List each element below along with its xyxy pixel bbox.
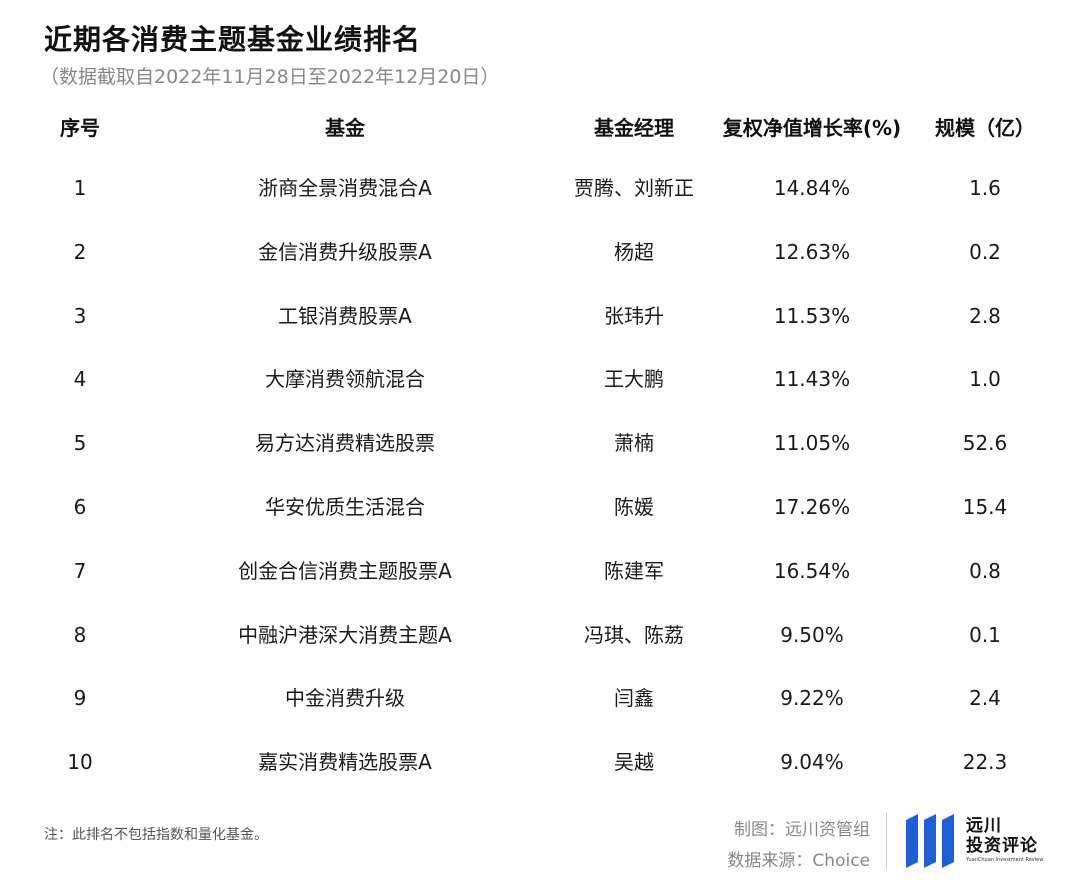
cell-manager: 杨超 — [614, 239, 654, 264]
cell-fund: 嘉实消费精选股票A — [258, 750, 432, 775]
cell-growth: 9.50% — [780, 622, 844, 647]
table-row: 6 华安优质生活混合 陈媛 17.26% 15.4 — [0, 479, 1080, 535]
cell-size: 0.2 — [969, 239, 1001, 264]
page-title: 近期各消费主题基金业绩排名 — [44, 23, 422, 56]
cell-rank: 2 — [73, 239, 87, 264]
table-row: 5 易方达消费精选股票 萧楠 11.05% 52.6 — [0, 415, 1080, 471]
cell-manager: 陈媛 — [614, 495, 654, 519]
table-row: 10 嘉实消费精选股票A 吴越 9.04% 22.3 — [0, 734, 1080, 790]
table-row: 8 中融沪港深大消费主题A 冯琪、陈荔 9.50% 0.1 — [0, 607, 1080, 663]
cell-growth: 9.04% — [780, 750, 844, 775]
cell-manager: 冯琪、陈荔 — [584, 622, 684, 647]
cell-size: 1.6 — [969, 176, 1001, 200]
column-header-size: 规模（亿） — [935, 116, 1035, 140]
cell-rank: 7 — [73, 558, 87, 583]
cell-rank: 8 — [73, 622, 87, 647]
cell-manager: 陈建军 — [604, 558, 664, 583]
cell-rank: 5 — [73, 431, 87, 456]
column-header-rank: 序号 — [60, 116, 100, 140]
brand-logo: 远川 投资评论 YuanChuan Investment Review — [904, 814, 1054, 868]
cell-growth: 11.43% — [773, 367, 851, 392]
table-row: 7 创金合信消费主题股票A 陈建军 16.54% 0.8 — [0, 543, 1080, 599]
cell-rank: 9 — [73, 686, 87, 711]
table-row: 1 浙商全景消费混合A 贾腾、刘新正 14.84% 1.6 — [0, 160, 1080, 216]
cell-size: 15.4 — [962, 495, 1008, 519]
cell-size: 2.4 — [969, 686, 1001, 711]
cell-rank: 4 — [73, 367, 87, 392]
footnote: 注：此排名不包括指数和量化基金。 — [44, 827, 268, 843]
cell-growth: 16.54% — [773, 558, 851, 583]
cell-size: 22.3 — [962, 750, 1008, 775]
table-row: 9 中金消费升级 闫鑫 9.22% 2.4 — [0, 670, 1080, 726]
cell-fund: 创金合信消费主题股票A — [238, 558, 452, 583]
logo-bars-icon — [906, 814, 954, 868]
cell-fund: 中融沪港深大消费主题A — [238, 622, 452, 647]
logo-name-line2: 投资评论 — [966, 836, 1038, 856]
table-row: 2 金信消费升级股票A 杨超 12.63% 0.2 — [0, 224, 1080, 280]
cell-fund: 浙商全景消费混合A — [258, 176, 432, 200]
column-header-manager: 基金经理 — [594, 116, 674, 140]
cell-size: 0.1 — [969, 622, 1001, 647]
logo-english-name: YuanChuan Investment Review — [966, 857, 1044, 863]
cell-manager: 闫鑫 — [614, 686, 654, 711]
credits-divider — [886, 812, 887, 870]
cell-growth: 14.84% — [773, 176, 851, 200]
column-header-growth: 复权净值增长率(%) — [722, 116, 902, 140]
cell-size: 1.0 — [969, 367, 1001, 392]
table-header-row: 序号 基金 基金经理 复权净值增长率(%) 规模（亿） — [0, 100, 1080, 156]
cell-size: 52.6 — [962, 431, 1008, 456]
table-row: 4 大摩消费领航混合 王大鹏 11.43% 1.0 — [0, 351, 1080, 407]
column-header-fund: 基金 — [325, 116, 365, 140]
credit-maker: 制图：远川资管组 — [734, 820, 870, 840]
cell-manager: 吴越 — [614, 750, 654, 775]
cell-rank: 3 — [73, 303, 87, 328]
cell-fund: 华安优质生活混合 — [265, 495, 425, 519]
cell-manager: 王大鹏 — [604, 367, 664, 392]
cell-fund: 大摩消费领航混合 — [265, 367, 425, 392]
cell-growth: 17.26% — [773, 495, 851, 519]
page-subtitle: （数据截取自2022年11月28日至2022年12月20日） — [40, 66, 500, 88]
cell-growth: 11.05% — [773, 431, 851, 456]
logo-name-line1: 远川 — [966, 816, 1002, 836]
cell-fund: 中金消费升级 — [285, 686, 405, 711]
cell-fund: 工银消费股票A — [278, 303, 412, 328]
cell-manager: 萧楠 — [614, 431, 654, 456]
cell-growth: 12.63% — [773, 239, 851, 264]
credit-source: 数据来源：Choice — [727, 851, 870, 871]
cell-fund: 金信消费升级股票A — [258, 239, 432, 264]
cell-fund: 易方达消费精选股票 — [255, 431, 435, 456]
cell-rank: 6 — [73, 495, 87, 519]
credits: 制图：远川资管组 数据来源：Choice — [727, 815, 870, 877]
cell-growth: 11.53% — [773, 303, 851, 328]
cell-manager: 张玮升 — [604, 303, 664, 328]
cell-size: 0.8 — [969, 558, 1001, 583]
cell-size: 2.8 — [969, 303, 1001, 328]
cell-rank: 1 — [73, 176, 87, 200]
table-row: 3 工银消费股票A 张玮升 11.53% 2.8 — [0, 288, 1080, 344]
cell-manager: 贾腾、刘新正 — [574, 176, 694, 200]
cell-rank: 10 — [67, 750, 93, 775]
cell-growth: 9.22% — [780, 686, 844, 711]
